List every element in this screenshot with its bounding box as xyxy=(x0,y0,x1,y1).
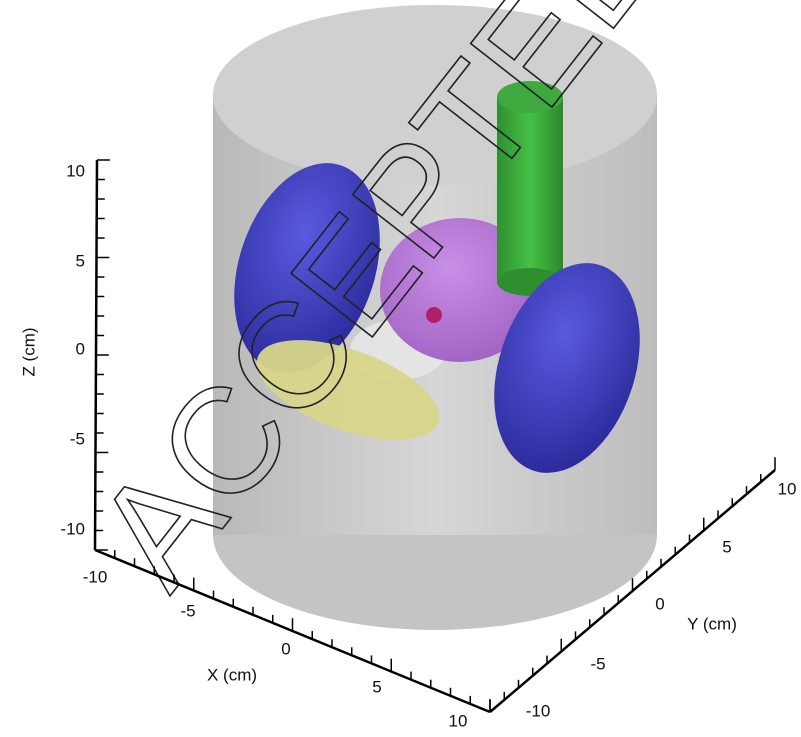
tick-label: 5 xyxy=(372,677,381,696)
x-axis-label: X (cm) xyxy=(207,665,257,684)
z-axis-label: Z (cm) xyxy=(19,327,38,376)
tick-label: 10 xyxy=(449,711,468,730)
tick-label: -5 xyxy=(590,654,605,673)
tick-label: 0 xyxy=(76,339,85,358)
tick-label: -10 xyxy=(526,701,551,720)
tick-label: 0 xyxy=(281,639,290,658)
tick-label: 10 xyxy=(66,161,85,180)
tick-label: 5 xyxy=(722,537,731,556)
figure: ACCEPTED 1050-5-10-10-50510-10-50510 Z (… xyxy=(0,0,801,737)
tick-label: 10 xyxy=(778,479,797,498)
tick-label: -10 xyxy=(83,567,108,586)
y-axis-label: Y (cm) xyxy=(687,614,737,633)
tick-label: 0 xyxy=(655,594,664,613)
tick-label: 5 xyxy=(76,251,85,270)
tick-label: -10 xyxy=(60,519,85,538)
tick-label: -5 xyxy=(70,429,85,448)
tick-label: -5 xyxy=(180,601,195,620)
